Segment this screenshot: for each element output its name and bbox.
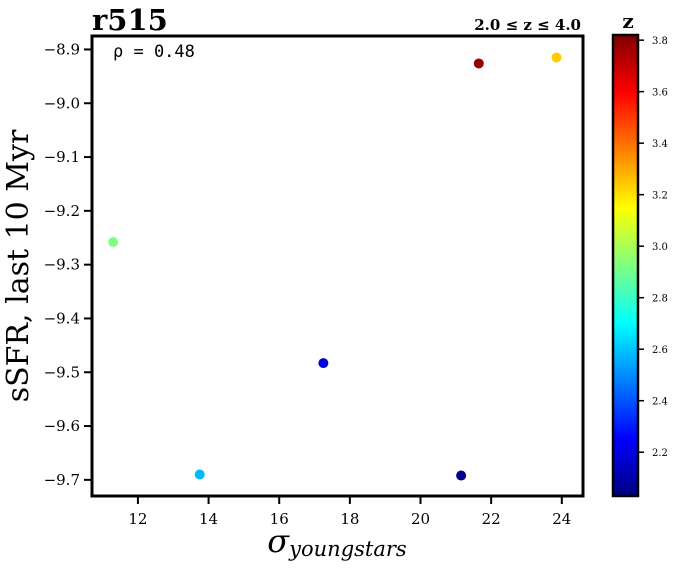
colorbar-label: z: [622, 9, 633, 33]
y-axis-label: sSFR, last 10 Myr: [1, 129, 36, 402]
x-tick-label: 24: [552, 510, 571, 528]
plot-frame: [90, 34, 585, 498]
x-axis-label-main: σ: [267, 522, 290, 560]
colorbar-axis: 2.2 2.4 2.6 2.8 3.0 3.2 3.4 3.6 3.8: [638, 36, 668, 459]
x-tick-label: 14: [199, 510, 218, 528]
data-point: [194, 469, 205, 480]
y-tick-label: −9.6: [44, 417, 80, 435]
y-tick-label: −8.9: [44, 40, 80, 58]
x-axis-label: σyoungstars: [267, 522, 407, 561]
x-tick-label: 20: [411, 510, 430, 528]
data-point: [551, 52, 562, 63]
y-tick-label: −9.5: [44, 363, 80, 381]
colorbar-tick-label: 3.4: [652, 139, 668, 150]
y-tick-label: −9.4: [44, 309, 80, 327]
y-tick-label: −9.3: [44, 256, 80, 274]
x-tick-label: 18: [340, 510, 359, 528]
correlation-annotation: ρ = 0.48: [113, 42, 195, 62]
colorbar-gradient: [613, 35, 638, 496]
x-axis-label-sub: youngstars: [288, 537, 407, 561]
colorbar-tick-label: 2.8: [652, 294, 668, 305]
colorbar-tick-label: 2.2: [652, 448, 668, 459]
colorbar-frame: [611, 33, 640, 498]
colorbar-tick-label: 3.8: [652, 36, 668, 47]
chart-subtitle: 2.0 ≤ z ≤ 4.0: [474, 16, 581, 34]
data-point: [318, 358, 329, 369]
x-tick-label: 12: [128, 510, 147, 528]
y-tick-label: −9.0: [44, 94, 80, 112]
colorbar-tick-label: 3.2: [652, 191, 668, 202]
colorbar-tick-label: 2.4: [652, 397, 668, 408]
data-point: [456, 470, 467, 481]
x-tick-label: 22: [482, 510, 501, 528]
data-point: [108, 237, 119, 248]
y-tick-label: −9.7: [44, 471, 80, 489]
y-tick-label: −9.1: [44, 148, 80, 166]
y-tick-label: −9.2: [44, 202, 80, 220]
x-tick-label: 16: [270, 510, 289, 528]
colorbar-tick-label: 3.6: [652, 88, 668, 99]
chart-title: r515: [92, 3, 168, 37]
data-point: [473, 58, 484, 69]
colorbar-tick-label: 3.0: [652, 242, 668, 253]
colorbar-tick-label: 2.6: [652, 345, 668, 356]
plot-area: 12 14 16 18 20 22 24 −8.9 −9.0 −9.1 −9.2 −9.3 −9.4 −9…: [44, 40, 572, 528]
